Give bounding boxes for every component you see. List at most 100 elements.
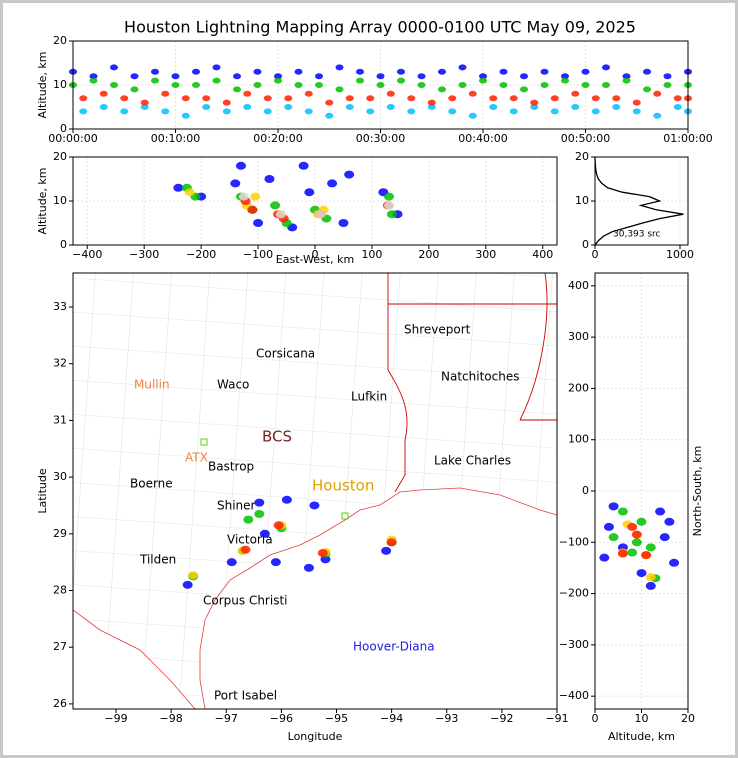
lightning-source	[298, 161, 309, 170]
lightning-source	[161, 90, 170, 97]
lightning-source	[188, 571, 199, 580]
lightning-source	[238, 192, 249, 201]
lightning-source	[120, 95, 129, 102]
lightning-source	[320, 555, 331, 564]
rio-grande	[73, 609, 196, 709]
lightning-source	[602, 82, 610, 88]
lightning-source	[79, 108, 88, 115]
lightning-source	[366, 108, 375, 115]
lightning-source	[627, 522, 638, 531]
lightning-source	[581, 82, 590, 88]
x-tick-label: 100	[361, 248, 382, 261]
lightning-source	[663, 82, 672, 88]
lightning-source	[458, 64, 467, 71]
lightning-source	[397, 77, 405, 84]
city-label: Mullin	[134, 378, 170, 392]
lightning-source	[222, 108, 231, 115]
x-tick-label: 00:50:00	[561, 132, 610, 145]
x-tick-label: 10	[635, 712, 649, 725]
lightning-source	[561, 77, 569, 84]
lightning-source	[273, 521, 284, 530]
lightning-source	[304, 188, 315, 197]
lightning-source	[264, 175, 275, 183]
lightning-source	[110, 64, 118, 71]
y-tick-label: 0	[60, 122, 67, 135]
lightning-source	[520, 86, 528, 93]
lightning-source	[540, 68, 549, 75]
x-axis-label: Altitude, km	[608, 730, 675, 743]
counties	[73, 273, 557, 709]
y-tick-label: 30	[53, 470, 67, 483]
map-geography	[73, 273, 557, 709]
lightning-source	[253, 68, 262, 75]
lightning-source	[263, 95, 272, 102]
lightning-source	[161, 108, 170, 115]
lightning-source	[417, 82, 426, 88]
lightning-source	[281, 495, 292, 504]
lightning-source	[645, 543, 656, 552]
lightning-source	[479, 77, 487, 84]
city-label: Waco	[217, 378, 249, 392]
lightning-source	[591, 108, 600, 115]
y-tick-label: −300	[559, 638, 589, 651]
x-tick-label: −99	[104, 712, 127, 725]
y-tick-label: 100	[568, 433, 589, 446]
lightning-source	[325, 99, 334, 106]
lightning-source	[499, 82, 508, 88]
lightning-source	[530, 99, 539, 106]
y-tick-label: 10	[53, 194, 67, 207]
lightning-source	[655, 507, 666, 516]
lightning-source	[230, 179, 241, 188]
lightning-source	[325, 112, 334, 119]
lightning-source	[270, 558, 281, 567]
lightning-source	[509, 108, 518, 115]
x-tick-label: −92	[490, 712, 513, 725]
lightning-source	[212, 77, 221, 84]
city-label: Shiner	[217, 499, 256, 513]
y-axis-label: North-South, km	[691, 446, 704, 537]
lightning-source	[571, 104, 580, 110]
y-tick-label: 20	[53, 34, 67, 47]
lightning-source	[254, 509, 265, 518]
y-tick-label: −200	[559, 587, 589, 600]
altitude-profile	[594, 156, 684, 246]
site-marker	[341, 512, 349, 520]
state-border	[387, 273, 408, 493]
lightning-source	[235, 161, 246, 170]
lightning-source	[645, 581, 656, 590]
site-marker	[200, 438, 208, 446]
plot-frame	[72, 156, 558, 246]
lightning-source	[632, 99, 641, 106]
plot-frame	[72, 272, 558, 710]
lightning-source	[202, 104, 211, 110]
lightning-source	[550, 95, 559, 102]
x-tick-label: 0	[592, 712, 599, 725]
x-tick-label: −96	[270, 712, 293, 725]
lightning-source	[274, 77, 282, 84]
lightning-source	[335, 64, 344, 71]
y-tick-label: −400	[559, 689, 589, 702]
lightning-source	[304, 90, 313, 97]
lightning-source	[520, 73, 528, 80]
city-label: Lake Charles	[434, 454, 511, 468]
city-label: Bastrop	[208, 460, 254, 474]
x-tick-label: 00:00:00	[48, 132, 97, 145]
x-tick-label: 00:30:00	[356, 132, 405, 145]
y-tick-label: 28	[53, 584, 67, 597]
lightning-source	[315, 82, 323, 88]
city-label: Corsicana	[256, 347, 315, 361]
lightning-source	[181, 112, 190, 119]
city-label: Boerne	[130, 477, 173, 491]
lightning-source	[622, 73, 631, 80]
y-tick-label: 300	[568, 330, 589, 343]
lightning-source	[458, 82, 467, 88]
x-tick-label: −400	[72, 248, 102, 261]
lightning-source	[608, 502, 619, 511]
x-tick-label: 00:20:00	[253, 132, 302, 145]
state-border	[388, 273, 557, 421]
lightning-source	[653, 90, 662, 97]
lightning-source	[643, 86, 651, 93]
lightning-source	[151, 68, 159, 75]
lightning-source	[438, 68, 446, 75]
lightning-source	[250, 192, 261, 201]
